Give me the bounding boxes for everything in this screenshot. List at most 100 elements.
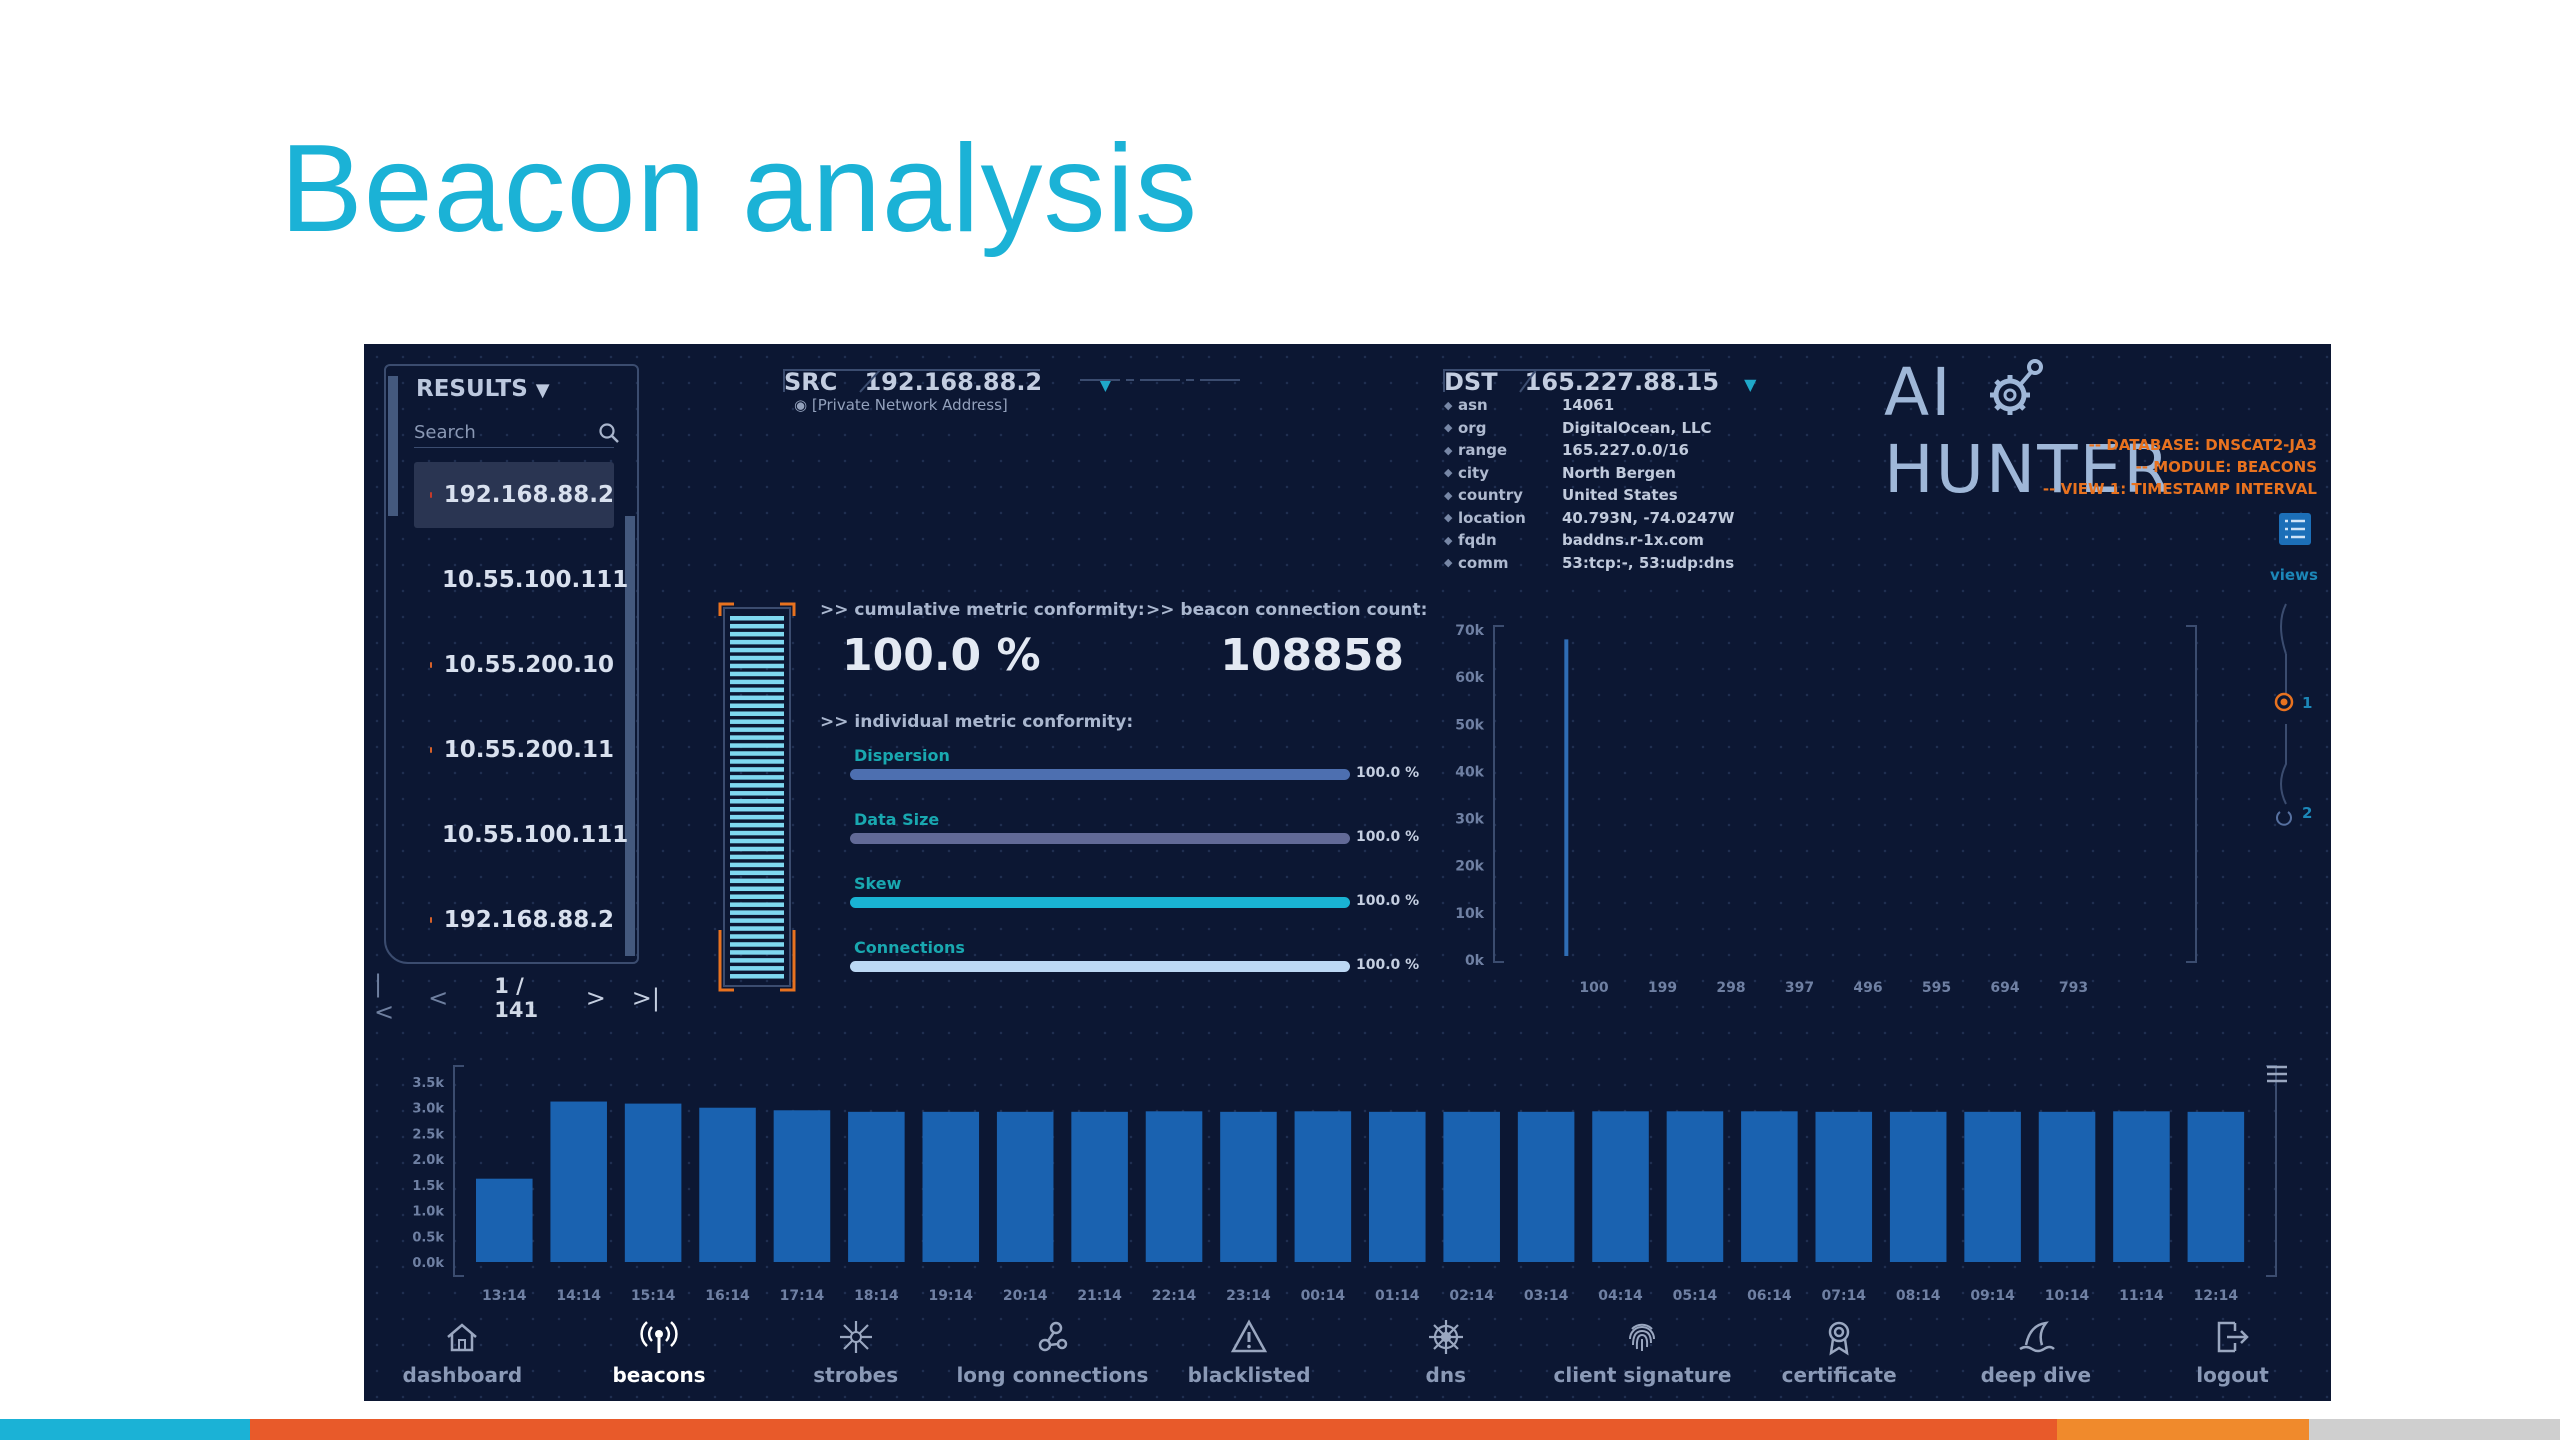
metric-bar-fill	[850, 897, 1350, 908]
histogram-bar[interactable]	[848, 1111, 905, 1262]
gauge-segment	[730, 942, 784, 947]
metric-bar-name: Skew	[854, 874, 902, 893]
nav-beacons[interactable]: beacons	[561, 1302, 758, 1401]
result-item[interactable]: 10.55.100.111	[414, 802, 628, 868]
views-list-icon[interactable]	[2278, 512, 2312, 546]
gauge-segment	[730, 958, 784, 963]
gauge-segment	[730, 759, 784, 764]
scatter-y-tick: 20k	[1455, 859, 1484, 875]
histogram-x-tick: 22:14	[1152, 1288, 1197, 1304]
nav-long-connections[interactable]: long connections	[954, 1302, 1151, 1401]
search-input[interactable]	[414, 418, 614, 448]
gauge-segment	[730, 791, 784, 796]
histogram-y-tick: 2.5k	[412, 1127, 444, 1142]
nav-logout[interactable]: logout	[2134, 1302, 2331, 1401]
histogram-bar[interactable]	[2038, 1111, 2096, 1262]
next-page-button[interactable]: >	[585, 984, 606, 1012]
histogram-bar[interactable]	[1443, 1111, 1500, 1262]
dst-info-value: baddns.r-1x.com	[1562, 531, 1704, 550]
dst-info-value: 53:tcp:-, 53:udp:dns	[1562, 553, 1735, 572]
histogram-bar[interactable]	[1369, 1111, 1426, 1262]
result-item[interactable]: 192.168.88.2	[414, 462, 614, 528]
scatter-y-tick: 60k	[1455, 670, 1484, 686]
histogram-bar[interactable]	[1815, 1111, 1873, 1262]
histogram-bar[interactable]	[1294, 1111, 1352, 1262]
histogram-bar[interactable]	[996, 1111, 1054, 1262]
histogram-bar[interactable]	[1741, 1111, 1798, 1262]
dst-info-row: ◆ country United States	[1444, 484, 1734, 507]
histogram-y-tick: 2.0k	[412, 1153, 444, 1168]
dst-info-row: ◆ fqdn baddns.r-1x.com	[1444, 529, 1734, 552]
nav-strobes[interactable]: strobes	[757, 1302, 954, 1401]
histogram-bar[interactable]	[699, 1107, 756, 1262]
histogram-bar[interactable]	[1071, 1111, 1128, 1262]
histogram-bar[interactable]	[2187, 1111, 2245, 1262]
histogram-bar[interactable]	[1145, 1111, 1203, 1262]
nav-deep-dive[interactable]: deep dive	[1938, 1302, 2135, 1401]
dst-info-key: location	[1458, 508, 1526, 527]
result-status-dot	[430, 917, 432, 923]
ai-hunter-app: RESULTS ▼ 192.168.88.2 10.55.100.111 10.…	[364, 344, 2331, 1401]
result-status-dot	[430, 492, 432, 498]
dst-info-row: ◆ city North Bergen	[1444, 462, 1734, 485]
histogram-bar[interactable]	[1964, 1111, 2021, 1262]
nav-label: logout	[2196, 1362, 2269, 1387]
results-scrollbar[interactable]	[625, 516, 635, 956]
nav-certificate[interactable]: certificate	[1741, 1302, 1938, 1401]
histogram-bar[interactable]	[1517, 1111, 1575, 1262]
gauge-segment	[730, 926, 784, 931]
cumulative-metric-label: >> cumulative metric conformity:	[820, 600, 1145, 620]
dst-info-row: ◆ org DigitalOcean, LLC	[1444, 417, 1734, 440]
histogram-bar[interactable]	[1220, 1111, 1277, 1262]
chart-menu-icon[interactable]	[2264, 1062, 2290, 1086]
logo-gear-icon	[1989, 359, 2043, 415]
histogram-bar[interactable]	[1592, 1111, 1649, 1262]
dst-info-row: ◆ comm 53:tcp:-, 53:udp:dns	[1444, 552, 1734, 575]
view-selector[interactable]	[2268, 594, 2328, 834]
result-item[interactable]: 192.168.88.2	[414, 887, 614, 953]
result-item[interactable]: 10.55.200.10	[414, 632, 614, 698]
histogram-x-tick: 00:14	[1301, 1288, 1346, 1304]
histogram-bar[interactable]	[476, 1178, 533, 1262]
histogram-bar[interactable]	[2113, 1111, 2170, 1262]
metric-bar-fill	[850, 769, 1350, 780]
histogram-x-tick: 03:14	[1524, 1288, 1569, 1304]
logo-text-ai: AI	[1884, 354, 1953, 431]
last-page-button[interactable]: >|	[631, 984, 660, 1012]
nav-label: beacons	[612, 1362, 706, 1387]
nav-label: client signature	[1553, 1362, 1732, 1387]
result-ip: 10.55.100.111	[442, 567, 629, 593]
dst-info-value: 40.793N, -74.0247W	[1562, 508, 1735, 527]
prev-page-button[interactable]: <	[428, 984, 449, 1012]
results-header[interactable]: RESULTS ▼	[416, 376, 550, 402]
gauge-segment	[730, 623, 784, 629]
connections-icon	[1039, 1321, 1068, 1351]
pin-icon: ◆	[1444, 466, 1453, 480]
nav-dashboard[interactable]: dashboard	[364, 1302, 561, 1401]
view-option-1[interactable]: 1	[2302, 694, 2313, 712]
result-status-dot	[430, 662, 432, 668]
metric-bar-name: Data Size	[854, 810, 940, 829]
histogram-bar[interactable]	[922, 1111, 980, 1262]
histogram-x-tick: 09:14	[1970, 1288, 2015, 1304]
histogram-bar[interactable]	[1666, 1111, 1724, 1262]
interval-scatter-chart: 70k 60k 50k 40k 30k 20k 10k 0k 100 199 298 397 496 59…	[1455, 623, 2197, 996]
search-icon[interactable]	[598, 422, 620, 444]
histogram-bar[interactable]	[1889, 1111, 1947, 1262]
nav-label: dashboard	[402, 1362, 523, 1387]
src-label: SRC	[784, 368, 838, 396]
histogram-bar[interactable]	[624, 1103, 682, 1262]
nav-client-signature[interactable]: client signature	[1544, 1302, 1741, 1401]
histogram-bar[interactable]	[773, 1110, 831, 1262]
scatter-x-tick: 694	[1990, 980, 2019, 996]
gauge-segment	[730, 679, 784, 685]
histogram-x-tick: 06:14	[1747, 1288, 1792, 1304]
view-option-2[interactable]: 2	[2302, 804, 2313, 822]
histogram-bar[interactable]	[550, 1101, 607, 1262]
nav-blacklisted[interactable]: blacklisted	[1151, 1302, 1348, 1401]
result-item[interactable]: 10.55.200.11	[414, 717, 614, 783]
first-page-button[interactable]: |<	[374, 970, 395, 1026]
nav-dns[interactable]: dns	[1347, 1302, 1544, 1401]
dst-filter-icon[interactable]: ▼	[1744, 375, 1757, 394]
result-item[interactable]: 10.55.100.111	[414, 547, 628, 613]
